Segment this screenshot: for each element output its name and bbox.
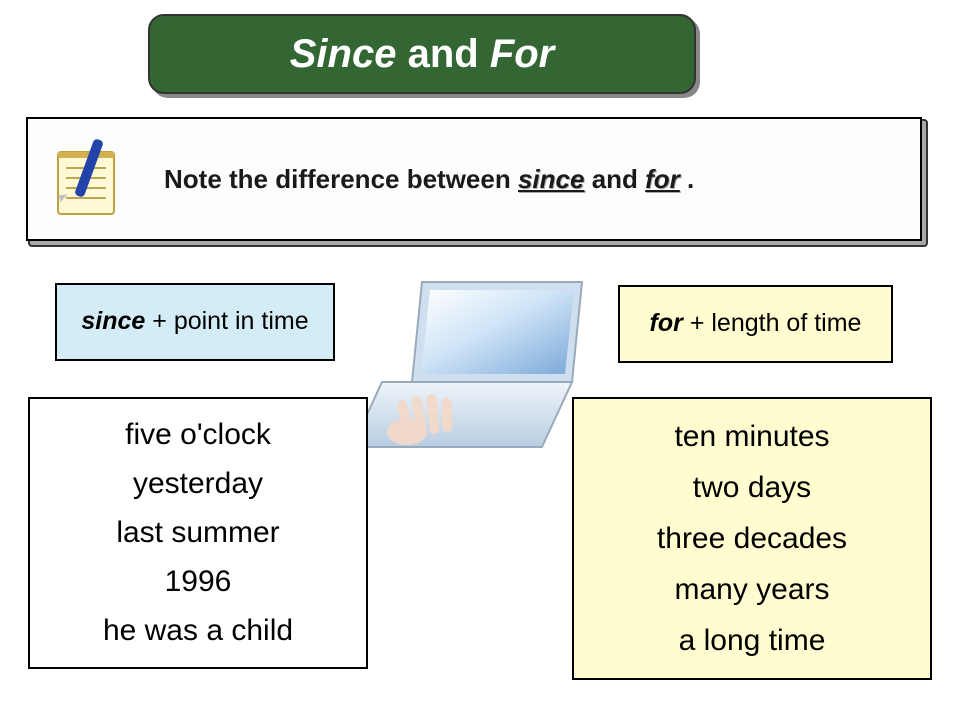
since-rule-word: since: [81, 307, 145, 335]
note-prefix: Note the difference between: [164, 164, 518, 194]
for-example: a long time: [679, 624, 826, 658]
note-text: Note the difference between since and fo…: [164, 164, 694, 195]
title-word-since: Since: [290, 32, 397, 76]
laptop-icon: [352, 272, 602, 462]
title-word-for: For: [490, 32, 554, 76]
note-box: Note the difference between since and fo…: [26, 117, 922, 241]
since-example: yesterday: [133, 467, 263, 501]
note-since: since: [518, 164, 585, 194]
title-banner: Since and For: [148, 14, 696, 94]
since-example: five o'clock: [125, 418, 271, 452]
for-example: ten minutes: [674, 420, 829, 454]
for-rule-rest: + length of time: [683, 309, 862, 337]
notepad-pen-icon: [44, 134, 134, 224]
since-rule-box: since + point in time: [55, 283, 335, 361]
for-rule-box: for + length of time: [618, 285, 893, 363]
for-example: three decades: [657, 522, 847, 556]
title-word-and: and: [396, 32, 489, 76]
note-mid: and: [584, 164, 645, 194]
for-example: many years: [674, 573, 829, 607]
for-examples-box: ten minutes two days three decades many …: [572, 397, 932, 680]
note-for: for: [645, 164, 680, 194]
for-rule-word: for: [650, 309, 683, 337]
for-example: two days: [693, 471, 811, 505]
since-example: 1996: [165, 565, 232, 599]
note-suffix: .: [680, 164, 694, 194]
note-box-shadow: Note the difference between since and fo…: [28, 119, 928, 247]
since-examples-box: five o'clock yesterday last summer 1996 …: [28, 397, 368, 669]
since-example: he was a child: [103, 614, 293, 648]
since-rule-rest: + point in time: [145, 307, 308, 335]
since-example: last summer: [116, 516, 279, 550]
